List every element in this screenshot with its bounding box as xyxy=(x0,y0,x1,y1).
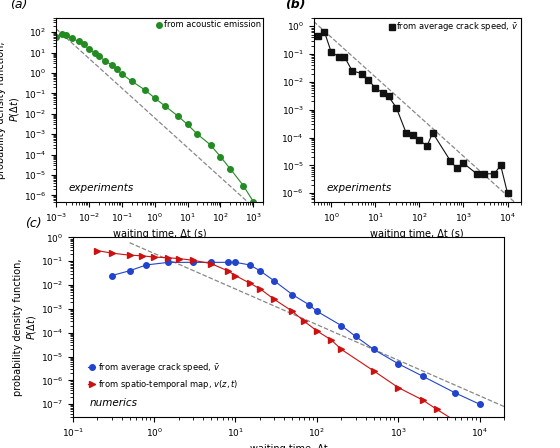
from spatio-temporal map, $v(z, t)$ xyxy=(138,253,145,258)
from spatio-temporal map, $v(z, t)$ xyxy=(452,418,459,423)
from average crack speed, $\bar{v}$ xyxy=(338,323,344,328)
from spatio-temporal map, $v(z, t)$ xyxy=(208,261,214,266)
from spatio-temporal map, $v(z, t)$ xyxy=(314,328,320,333)
Line: from spatio-temporal map, $v(z, t)$: from spatio-temporal map, $v(z, t)$ xyxy=(95,248,458,424)
from spatio-temporal map, $v(z, t)$ xyxy=(127,253,133,258)
from average crack speed, $\bar{v}$ xyxy=(419,374,426,379)
from spatio-temporal map, $v(z, t)$ xyxy=(94,248,101,253)
Legend: from acoustic emission: from acoustic emission xyxy=(158,21,261,30)
from spatio-temporal map, $v(z, t)$ xyxy=(108,250,115,256)
from spatio-temporal map, $v(z, t)$ xyxy=(395,385,402,390)
from average crack speed, $\bar{v}$ xyxy=(108,273,115,278)
from average crack speed, $\bar{v}$ xyxy=(271,278,278,284)
from average crack speed, $\bar{v}$ xyxy=(232,260,239,265)
Text: (b): (b) xyxy=(284,0,305,11)
from spatio-temporal map, $v(z, t)$ xyxy=(328,337,334,343)
from spatio-temporal map, $v(z, t)$ xyxy=(338,347,344,352)
Text: experiments: experiments xyxy=(68,183,134,193)
from average crack speed, $\bar{v}$ xyxy=(256,268,263,273)
from spatio-temporal map, $v(z, t)$ xyxy=(433,407,440,412)
X-axis label: waiting time, Δt (s): waiting time, Δt (s) xyxy=(113,229,207,239)
from spatio-temporal map, $v(z, t)$ xyxy=(271,297,278,302)
from average crack speed, $\bar{v}$ xyxy=(127,268,133,273)
from spatio-temporal map, $v(z, t)$ xyxy=(224,268,231,273)
from spatio-temporal map, $v(z, t)$ xyxy=(370,368,377,374)
from spatio-temporal map, $v(z, t)$ xyxy=(256,286,263,292)
X-axis label: waiting time, Δt (s): waiting time, Δt (s) xyxy=(370,229,464,239)
from average crack speed, $\bar{v}$ xyxy=(190,260,197,265)
from spatio-temporal map, $v(z, t)$ xyxy=(232,273,239,278)
Y-axis label: probability density function,
$P(\Delta t)$: probability density function, $P(\Delta … xyxy=(13,258,38,396)
X-axis label: waiting time, Δt: waiting time, Δt xyxy=(250,444,327,448)
Legend: from average crack speed, $\bar{v}$, from spatio-temporal map, $v(z, t)$: from average crack speed, $\bar{v}$, fro… xyxy=(88,361,239,391)
from average crack speed, $\bar{v}$ xyxy=(289,292,296,297)
Text: experiments: experiments xyxy=(326,183,391,193)
from average crack speed, $\bar{v}$ xyxy=(476,401,483,407)
from average crack speed, $\bar{v}$ xyxy=(306,302,312,307)
from average crack speed, $\bar{v}$ xyxy=(143,262,150,267)
Text: (c): (c) xyxy=(25,217,42,230)
from spatio-temporal map, $v(z, t)$ xyxy=(175,256,182,261)
from average crack speed, $\bar{v}$ xyxy=(395,361,402,366)
Legend: from average crack speed, $\bar{v}$: from average crack speed, $\bar{v}$ xyxy=(390,21,519,34)
from spatio-temporal map, $v(z, t)$ xyxy=(246,280,253,286)
from average crack speed, $\bar{v}$ xyxy=(314,309,320,314)
Text: numerics: numerics xyxy=(90,398,138,408)
Y-axis label: probability density function,
$P(\Delta t)$: probability density function, $P(\Delta … xyxy=(0,41,21,178)
from average crack speed, $\bar{v}$ xyxy=(352,334,359,339)
from spatio-temporal map, $v(z, t)$ xyxy=(165,255,172,260)
Text: (a): (a) xyxy=(11,0,28,11)
from spatio-temporal map, $v(z, t)$ xyxy=(151,254,157,260)
from spatio-temporal map, $v(z, t)$ xyxy=(289,309,296,314)
Line: from average crack speed, $\bar{v}$: from average crack speed, $\bar{v}$ xyxy=(109,259,482,407)
from average crack speed, $\bar{v}$ xyxy=(165,260,172,265)
from spatio-temporal map, $v(z, t)$ xyxy=(419,397,426,403)
from spatio-temporal map, $v(z, t)$ xyxy=(301,319,307,324)
from average crack speed, $\bar{v}$ xyxy=(224,260,231,265)
from average crack speed, $\bar{v}$ xyxy=(208,260,214,265)
from average crack speed, $\bar{v}$ xyxy=(370,347,377,352)
from average crack speed, $\bar{v}$ xyxy=(452,390,459,396)
from average crack speed, $\bar{v}$ xyxy=(246,262,253,267)
from spatio-temporal map, $v(z, t)$ xyxy=(190,258,197,263)
